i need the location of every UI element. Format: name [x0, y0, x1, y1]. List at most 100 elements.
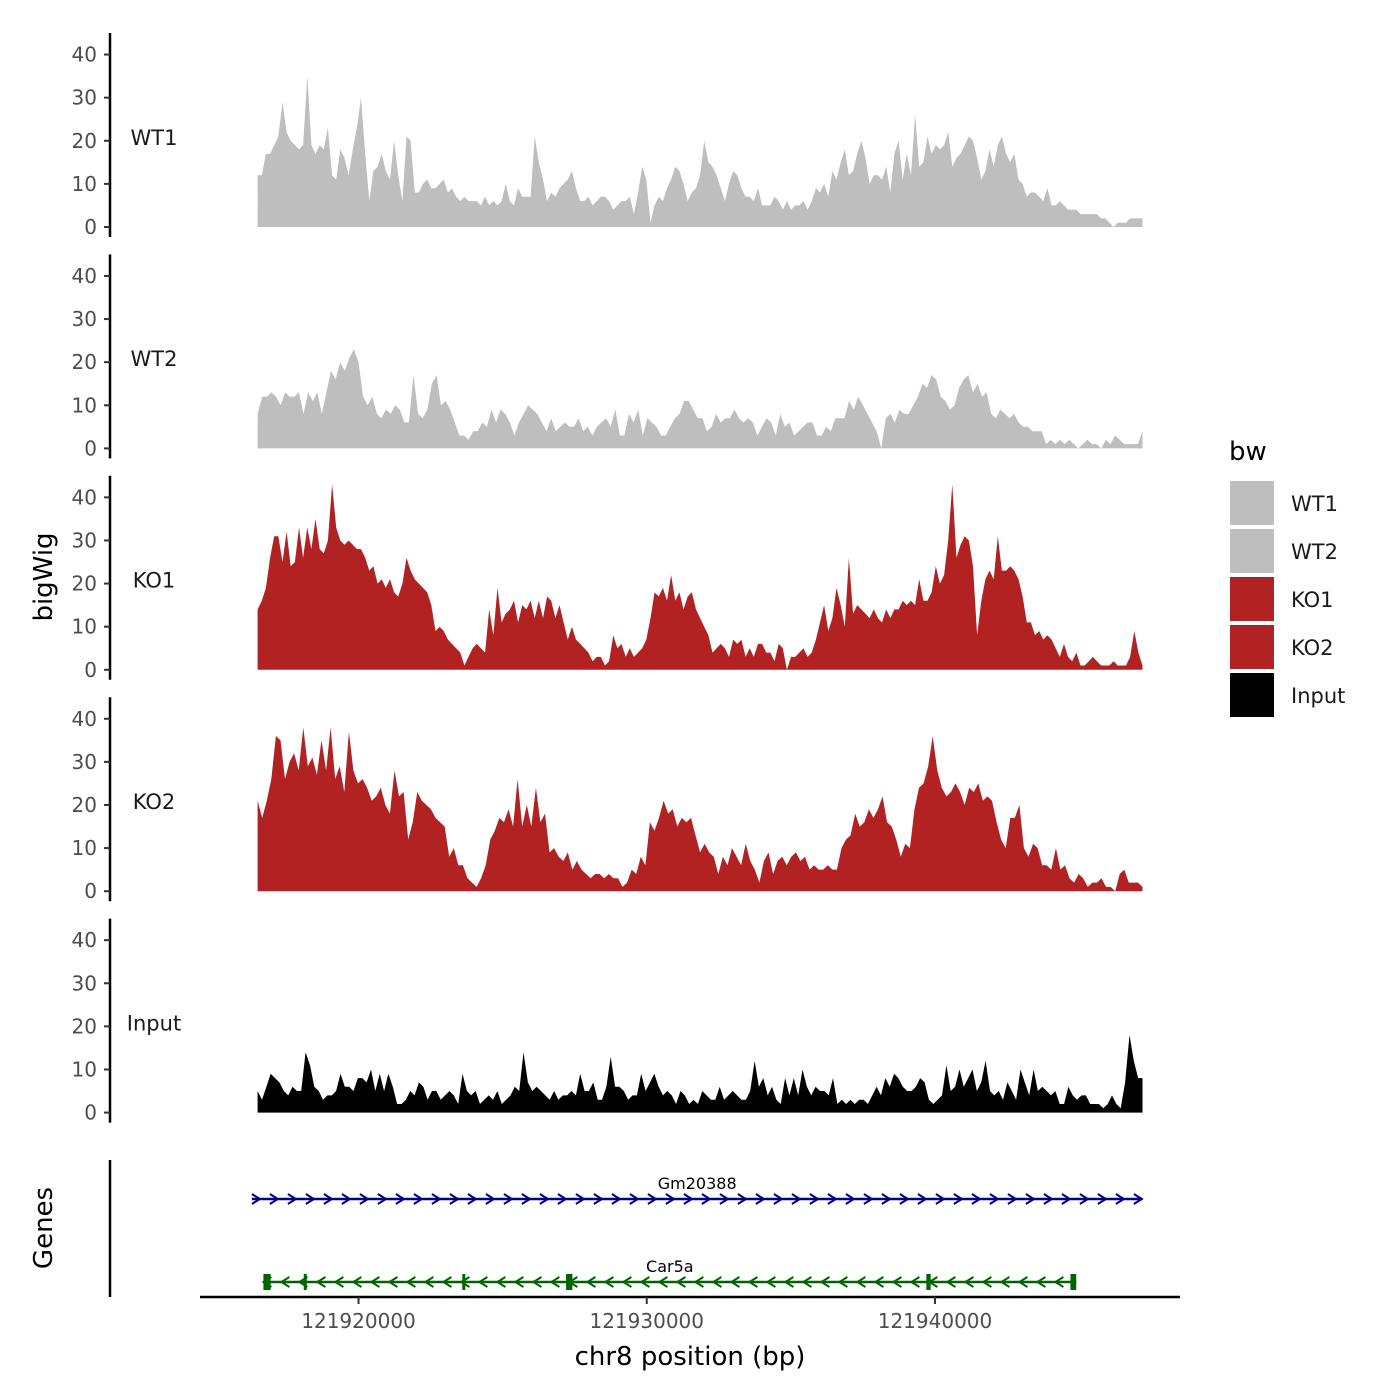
gene-car5a: Car5a — [261, 1257, 1077, 1290]
strand-chevron — [449, 1193, 460, 1205]
coverage-area-ko1 — [257, 484, 1143, 670]
x-tick-label: 121940000 — [878, 1309, 993, 1333]
strand-chevron — [585, 1276, 596, 1288]
strand-chevron — [783, 1276, 794, 1288]
y-axis-title: bigWig — [29, 532, 59, 621]
y-tick-label: 30 — [72, 528, 97, 552]
strand-chevron — [359, 1193, 370, 1205]
strand-chevron — [369, 1276, 380, 1288]
track-wt2: 0 10 20 30 40 WT2 — [72, 254, 1143, 460]
strand-chevron — [989, 1193, 1000, 1205]
legend-label-ko2: KO2 — [1291, 636, 1334, 660]
strand-chevron — [719, 1193, 730, 1205]
strand-chevron — [837, 1276, 848, 1288]
strand-chevron — [1043, 1193, 1054, 1205]
strand-chevron — [945, 1276, 956, 1288]
strand-chevron — [387, 1276, 398, 1288]
strand-chevron — [819, 1276, 830, 1288]
strand-chevron — [963, 1276, 974, 1288]
strand-chevron — [503, 1193, 514, 1205]
y-tick-label: 0 — [84, 1101, 97, 1125]
strand-chevron — [333, 1276, 344, 1288]
strand-chevron — [1115, 1193, 1126, 1205]
strand-chevron — [791, 1193, 802, 1205]
coverage-area-wt2 — [257, 349, 1143, 449]
y-tick-label: 10 — [72, 172, 97, 196]
strand-chevron — [485, 1193, 496, 1205]
strand-chevron — [801, 1276, 812, 1288]
genes-axis-title: Genes — [29, 1187, 59, 1269]
y-tick-label: 40 — [72, 485, 97, 509]
coverage-tracks: 0 10 20 30 40 WT1 0 10 20 30 40 WT2 0 10 20 30 40 KO1 0 10 2… — [72, 33, 1143, 1125]
strand-chevron — [891, 1276, 902, 1288]
y-tick-label: 40 — [72, 43, 97, 67]
exon-block — [263, 1274, 271, 1290]
strand-chevron — [675, 1276, 686, 1288]
strand-chevron — [513, 1276, 524, 1288]
legend-label-wt1: WT1 — [1291, 492, 1338, 516]
coverage-area-input — [257, 1035, 1143, 1113]
strand-chevron — [279, 1276, 290, 1288]
strand-chevron — [647, 1193, 658, 1205]
strand-chevron — [531, 1276, 542, 1288]
strand-chevron — [737, 1193, 748, 1205]
x-axis: 121920000 121930000 121940000 — [200, 1295, 1180, 1333]
legend-swatch-wt1 — [1228, 479, 1276, 527]
track-ko1: 0 10 20 30 40 KO1 — [72, 475, 1143, 682]
strand-chevron — [629, 1193, 640, 1205]
strand-chevron — [693, 1276, 704, 1288]
y-tick-label: 40 — [72, 928, 97, 952]
exon-block — [566, 1274, 573, 1290]
legend-label-wt2: WT2 — [1291, 540, 1338, 564]
track-label: Input — [127, 1011, 181, 1035]
strand-chevron — [467, 1193, 478, 1205]
gene-label: Gm20388 — [658, 1174, 737, 1193]
strand-chevron — [459, 1276, 470, 1288]
strand-chevron — [765, 1276, 776, 1288]
genes-panel: Gm20388 Car5a — [108, 1160, 1144, 1297]
strand-chevron — [1025, 1193, 1036, 1205]
track-label: WT2 — [131, 347, 178, 371]
coverage-area-wt1 — [257, 76, 1143, 227]
strand-chevron — [341, 1193, 352, 1205]
y-tick-label: 0 — [84, 658, 97, 682]
track-label: WT1 — [131, 126, 178, 150]
strand-chevron — [611, 1193, 622, 1205]
track-label: KO2 — [133, 790, 176, 814]
y-tick-label: 20 — [72, 793, 97, 817]
strand-chevron — [1053, 1276, 1064, 1288]
exon-block — [462, 1274, 466, 1290]
track-label: KO1 — [133, 569, 176, 593]
legend-label-ko1: KO1 — [1291, 588, 1334, 612]
strand-chevron — [701, 1193, 712, 1205]
y-tick-label: 10 — [72, 836, 97, 860]
strand-chevron — [683, 1193, 694, 1205]
strand-chevron — [477, 1276, 488, 1288]
strand-chevron — [1097, 1193, 1108, 1205]
strand-chevron — [521, 1193, 532, 1205]
strand-chevron — [809, 1193, 820, 1205]
strand-chevron — [855, 1276, 866, 1288]
y-tick-label: 0 — [84, 436, 97, 460]
y-tick-label: 40 — [72, 264, 97, 288]
strand-chevron — [423, 1276, 434, 1288]
x-tick-label: 121930000 — [589, 1309, 704, 1333]
strand-chevron — [981, 1276, 992, 1288]
strand-chevron — [549, 1276, 560, 1288]
gene-label: Car5a — [646, 1257, 694, 1276]
strand-chevron — [711, 1276, 722, 1288]
strand-chevron — [971, 1193, 982, 1205]
exon-block — [303, 1274, 307, 1290]
legend-swatch-ko2 — [1228, 623, 1276, 671]
strand-chevron — [665, 1193, 676, 1205]
y-tick-label: 10 — [72, 393, 97, 417]
strand-chevron — [1007, 1193, 1018, 1205]
strand-chevron — [323, 1193, 334, 1205]
strand-chevron — [495, 1276, 506, 1288]
y-tick-label: 30 — [72, 86, 97, 110]
y-tick-label: 0 — [84, 879, 97, 903]
y-tick-label: 20 — [72, 572, 97, 596]
strand-chevron — [593, 1193, 604, 1205]
y-tick-label: 30 — [72, 971, 97, 995]
